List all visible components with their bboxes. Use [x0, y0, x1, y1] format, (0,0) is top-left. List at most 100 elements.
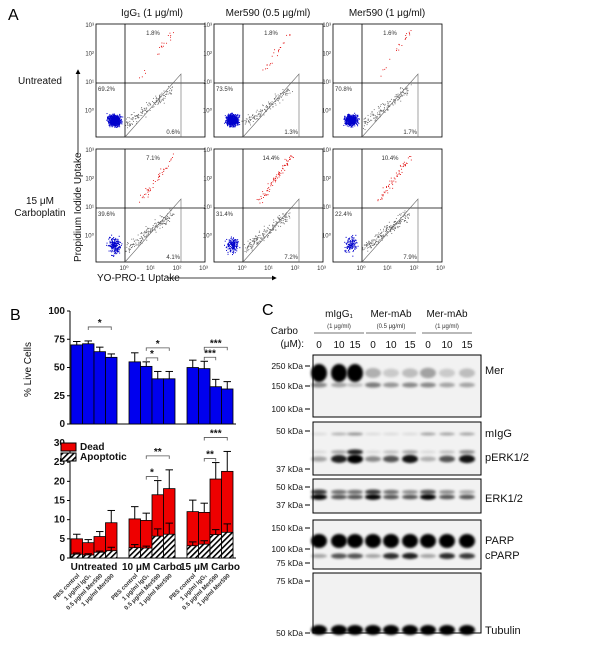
live-cell-dot [118, 122, 120, 124]
dead-cell-dot [396, 175, 398, 177]
cell-dot [387, 227, 389, 229]
dead-cell-dot [395, 181, 397, 183]
live-cell-dot [347, 122, 349, 124]
live-cells-bar [82, 343, 95, 425]
cell-dot [159, 215, 161, 217]
live-cell-dot [119, 120, 121, 122]
cell-dot [280, 216, 282, 218]
y-tick-label: 10³ [203, 148, 212, 154]
cell-dot [371, 119, 373, 121]
live-cell-dot [230, 117, 232, 119]
cell-dot [286, 216, 288, 218]
dead-cell-dot [172, 153, 174, 155]
protein-band [420, 494, 436, 500]
live-cell-dot [111, 247, 113, 249]
live-cell-dot [113, 252, 115, 254]
cell-dot [376, 244, 378, 246]
dead-cell-dot [268, 191, 270, 192]
cell-dot [251, 240, 253, 242]
live-cell-dot [232, 126, 234, 128]
live-cell-dot [113, 254, 115, 256]
live-cell-dot [107, 120, 109, 122]
live-cell-dot [349, 120, 351, 122]
live-cell-dot [232, 247, 234, 249]
live-cell-dot [226, 116, 228, 118]
cell-dot [391, 233, 393, 234]
dead-cell-dot [410, 159, 412, 161]
group-label: 15 μM Carbo [180, 562, 240, 573]
dead-cell-dot [392, 187, 394, 189]
live-cell-dot [233, 239, 235, 241]
live-cell-dot [117, 124, 119, 126]
cell-dot [371, 111, 373, 113]
live-cell-dot [121, 243, 123, 245]
cell-dot [144, 113, 146, 115]
cell-dot [386, 228, 388, 230]
cell-dot [402, 211, 404, 213]
live-cell-dot [112, 123, 114, 125]
live-cell-dot [231, 112, 233, 114]
cell-dot [387, 231, 389, 233]
live-cell-dot [234, 118, 236, 120]
live-cell-dot [356, 247, 358, 249]
live-cell-dot [113, 238, 115, 240]
molecular-weight-marker: 50 kDa [276, 482, 303, 492]
cell-dot [384, 233, 386, 235]
cell-dot [378, 113, 380, 115]
protein-band [365, 534, 381, 548]
live-percent: 39.6% [98, 212, 116, 218]
cell-dot [133, 243, 135, 245]
live-cell-dot [344, 121, 346, 123]
live-cell-dot [119, 121, 121, 123]
dead-cell-dot [404, 164, 406, 166]
live-cell-dot [120, 247, 122, 249]
live-cell-dot [226, 122, 228, 124]
live-cell-dot [344, 119, 346, 121]
y-tick-label: 10⁰ [322, 233, 332, 240]
live-cell-dot [347, 115, 349, 117]
protein-band [439, 450, 455, 454]
live-cells-bar [93, 351, 106, 425]
cell-dot [405, 215, 407, 217]
live-cell-dot [348, 243, 350, 245]
live-cell-dot [353, 118, 355, 120]
live-cell-dot [346, 243, 348, 245]
panel-c-western-blots: C mIgG₁(1 μg/ml)Mer-mAb(0.5 μg/ml)Mer-mA… [262, 302, 529, 638]
dead-cell-dot [386, 187, 387, 188]
cell-dot [273, 219, 275, 221]
cell-dot [277, 216, 279, 218]
live-cell-dot [353, 115, 355, 117]
live-cell-dot [344, 250, 346, 252]
live-cell-dot [346, 117, 348, 119]
cell-dot [149, 110, 151, 111]
live-cell-dot [234, 240, 236, 242]
dead-cell-dot [276, 55, 278, 57]
live-cell-dot [343, 117, 345, 119]
protein-band [420, 625, 436, 635]
live-cell-dot [115, 115, 117, 117]
significance-bracket [203, 458, 217, 462]
cell-dot [377, 114, 379, 116]
live-cell-dot [117, 122, 119, 124]
cell-dot [401, 219, 403, 221]
cell-dot [138, 117, 140, 118]
cell-dot [170, 93, 172, 95]
cell-dot [169, 93, 171, 95]
live-cell-dot [224, 115, 226, 117]
cell-dot [243, 244, 245, 246]
dead-cell-dot [279, 172, 281, 174]
live-cell-dot [232, 237, 234, 239]
cell-dot [245, 247, 247, 249]
apoptotic-bar [128, 547, 141, 559]
cell-dot [248, 249, 250, 250]
live-cell-dot [224, 240, 226, 242]
cell-dot [143, 235, 145, 237]
cell-dot [158, 98, 160, 100]
cell-dot [164, 95, 166, 97]
cell-dot [259, 111, 261, 112]
dead-cell-dot [170, 39, 172, 41]
live-cell-dot [352, 114, 354, 116]
cell-dot [400, 87, 402, 88]
protein-band [439, 490, 455, 494]
